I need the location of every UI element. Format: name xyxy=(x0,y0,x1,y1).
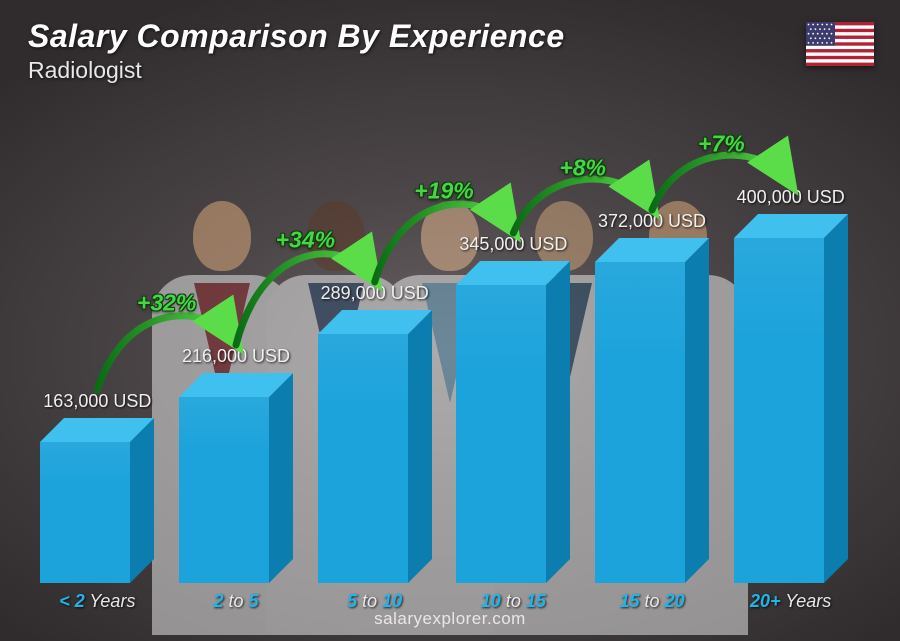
header: Salary Comparison By Experience Radiolog… xyxy=(28,18,800,84)
bar-column: 216,000 USD 2 to 5 xyxy=(167,346,306,583)
bar xyxy=(318,310,432,583)
page-title: Salary Comparison By Experience xyxy=(28,18,800,55)
bar-column: 372,000 USD 15 to 20 xyxy=(583,211,722,583)
increase-pct-label: +32% xyxy=(137,290,196,317)
bar-value-label: 400,000 USD xyxy=(737,187,845,208)
increase-pct-label: +19% xyxy=(414,178,473,205)
bar-value-label: 289,000 USD xyxy=(321,283,429,304)
bar xyxy=(595,238,709,583)
bar xyxy=(734,214,848,583)
bar-value-label: 216,000 USD xyxy=(182,346,290,367)
bar-value-label: 372,000 USD xyxy=(598,211,706,232)
bar-value-label: 345,000 USD xyxy=(459,234,567,255)
bar-value-label: 163,000 USD xyxy=(43,391,151,412)
bar-column: 289,000 USD 5 to 10 xyxy=(305,283,444,583)
page-subtitle: Radiologist xyxy=(28,57,800,84)
bar-column: 163,000 USD < 2 Years xyxy=(28,391,167,583)
increase-pct-label: +7% xyxy=(698,131,745,158)
bar xyxy=(179,373,293,583)
bar-column: 400,000 USD 20+ Years xyxy=(721,187,860,583)
bar-column: 345,000 USD 10 to 15 xyxy=(444,234,583,583)
us-flag-icon xyxy=(806,22,874,66)
increase-pct-label: +34% xyxy=(276,227,335,254)
increase-pct-label: +8% xyxy=(559,155,606,182)
bar xyxy=(40,418,154,583)
footer-attribution: salaryexplorer.com xyxy=(0,609,900,629)
bar xyxy=(456,261,570,583)
